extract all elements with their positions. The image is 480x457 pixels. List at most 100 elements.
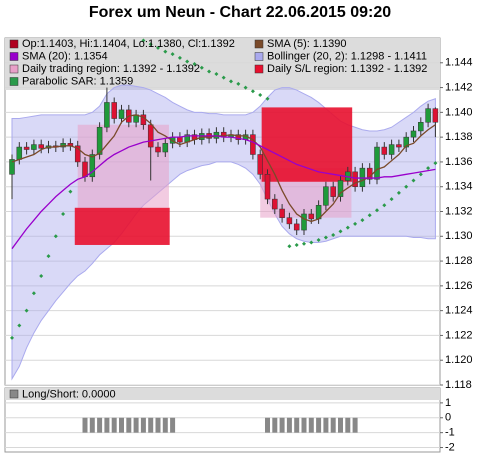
legend-label: Daily S/L region: 1.1392 - 1.1392 bbox=[267, 63, 427, 75]
bar bbox=[148, 417, 154, 433]
y-tick-label: 1.134 bbox=[445, 181, 473, 193]
sar-dot bbox=[258, 93, 263, 98]
sar-dot bbox=[192, 62, 197, 67]
bar bbox=[338, 417, 343, 433]
bar bbox=[265, 417, 270, 433]
candle-body bbox=[425, 108, 431, 123]
sar-dot bbox=[46, 254, 51, 259]
sar-dot bbox=[353, 221, 358, 226]
sar-dot bbox=[418, 172, 423, 177]
legend-label: SMA (5): 1.1390 bbox=[267, 38, 347, 50]
legend-swatch bbox=[9, 77, 19, 86]
sar-dot bbox=[10, 335, 14, 340]
candle-body bbox=[272, 198, 278, 210]
y-tick-label: 1.130 bbox=[445, 230, 473, 242]
y-tick-label: 1.128 bbox=[445, 255, 473, 267]
bar bbox=[345, 417, 351, 433]
candle-body bbox=[337, 180, 344, 197]
candle-body bbox=[330, 186, 336, 197]
sar-dot bbox=[404, 184, 409, 189]
legend-label: Bollinger (20, 2): 1.1298 - 1.1411 bbox=[267, 50, 427, 62]
candle-body bbox=[308, 213, 315, 220]
legend-swatch bbox=[254, 64, 264, 74]
sar-dot bbox=[185, 59, 190, 64]
candle-body bbox=[89, 154, 96, 178]
candle-body bbox=[250, 134, 256, 155]
bar bbox=[140, 417, 146, 433]
y-tick-label: 1.140 bbox=[445, 106, 473, 118]
bar bbox=[133, 417, 139, 433]
sar-dot bbox=[243, 85, 248, 90]
y-tick-label: 1.132 bbox=[445, 205, 473, 217]
bar bbox=[89, 417, 95, 433]
sar-dot bbox=[31, 291, 36, 296]
legend-background bbox=[5, 38, 440, 90]
sar-dot bbox=[236, 81, 241, 86]
sar-dot bbox=[331, 233, 336, 238]
sar-dot bbox=[309, 240, 314, 245]
sar-dot bbox=[17, 323, 22, 328]
candle-body bbox=[396, 144, 402, 148]
sar-dot bbox=[39, 273, 44, 278]
sub-plot bbox=[5, 388, 440, 449]
y-tick-label: -2 bbox=[445, 441, 455, 453]
sar-dot bbox=[214, 71, 219, 76]
candle-body bbox=[155, 146, 161, 153]
candle-body bbox=[279, 208, 285, 218]
sar-dot bbox=[316, 238, 321, 243]
legend-background bbox=[5, 388, 440, 400]
y-tick-label: 1.120 bbox=[445, 354, 473, 366]
candle-body bbox=[162, 143, 169, 153]
legend-swatch bbox=[254, 52, 264, 61]
region bbox=[74, 207, 170, 245]
bar bbox=[170, 417, 176, 433]
legend-swatch bbox=[9, 389, 19, 399]
y-tick-label: 1.142 bbox=[445, 81, 473, 93]
candle-body bbox=[235, 134, 242, 140]
sar-dot bbox=[207, 69, 212, 74]
sar-dot bbox=[250, 89, 255, 94]
candle-body bbox=[16, 146, 23, 160]
sar-dot bbox=[382, 203, 387, 208]
bar bbox=[162, 417, 168, 433]
sar-dot bbox=[229, 79, 233, 84]
bar bbox=[301, 417, 307, 433]
sar-dot bbox=[389, 197, 394, 202]
y-tick-label: 1.126 bbox=[445, 280, 473, 292]
y-tick-label: 1.122 bbox=[445, 329, 473, 341]
candle-body bbox=[111, 102, 117, 119]
candle-body bbox=[9, 159, 15, 175]
sar-dot bbox=[375, 208, 379, 213]
bar bbox=[155, 417, 161, 433]
chart-title: Forex um Neun - Chart 22.06.2015 09:20 bbox=[89, 4, 391, 21]
candle-body bbox=[96, 126, 103, 155]
sar-dot bbox=[411, 178, 416, 183]
candle-body bbox=[118, 109, 125, 119]
y-tick-label: 1 bbox=[445, 397, 451, 409]
sar-dot bbox=[68, 189, 73, 194]
sar-dot bbox=[338, 229, 343, 234]
y-tick-label: 0 bbox=[445, 412, 451, 424]
bar bbox=[126, 417, 132, 433]
sar-dot bbox=[53, 234, 58, 239]
candle-body bbox=[38, 144, 44, 149]
candle-body bbox=[264, 174, 271, 200]
sar-dot bbox=[221, 75, 226, 80]
candle-body bbox=[257, 154, 263, 175]
candle-body bbox=[23, 146, 30, 150]
bar bbox=[330, 417, 336, 433]
sar-dot bbox=[177, 55, 182, 60]
sar-dot bbox=[323, 235, 328, 240]
indicator-line bbox=[11, 135, 436, 250]
legend-swatch bbox=[9, 64, 19, 74]
legend-swatch bbox=[254, 39, 264, 49]
candle-body bbox=[31, 144, 37, 150]
bar bbox=[286, 417, 292, 433]
sar-dot bbox=[148, 42, 153, 47]
region bbox=[261, 107, 353, 182]
candle-body bbox=[403, 136, 409, 148]
y-tick-label: -1 bbox=[445, 427, 455, 439]
sar-dot bbox=[24, 308, 29, 313]
candle-body bbox=[410, 130, 417, 138]
